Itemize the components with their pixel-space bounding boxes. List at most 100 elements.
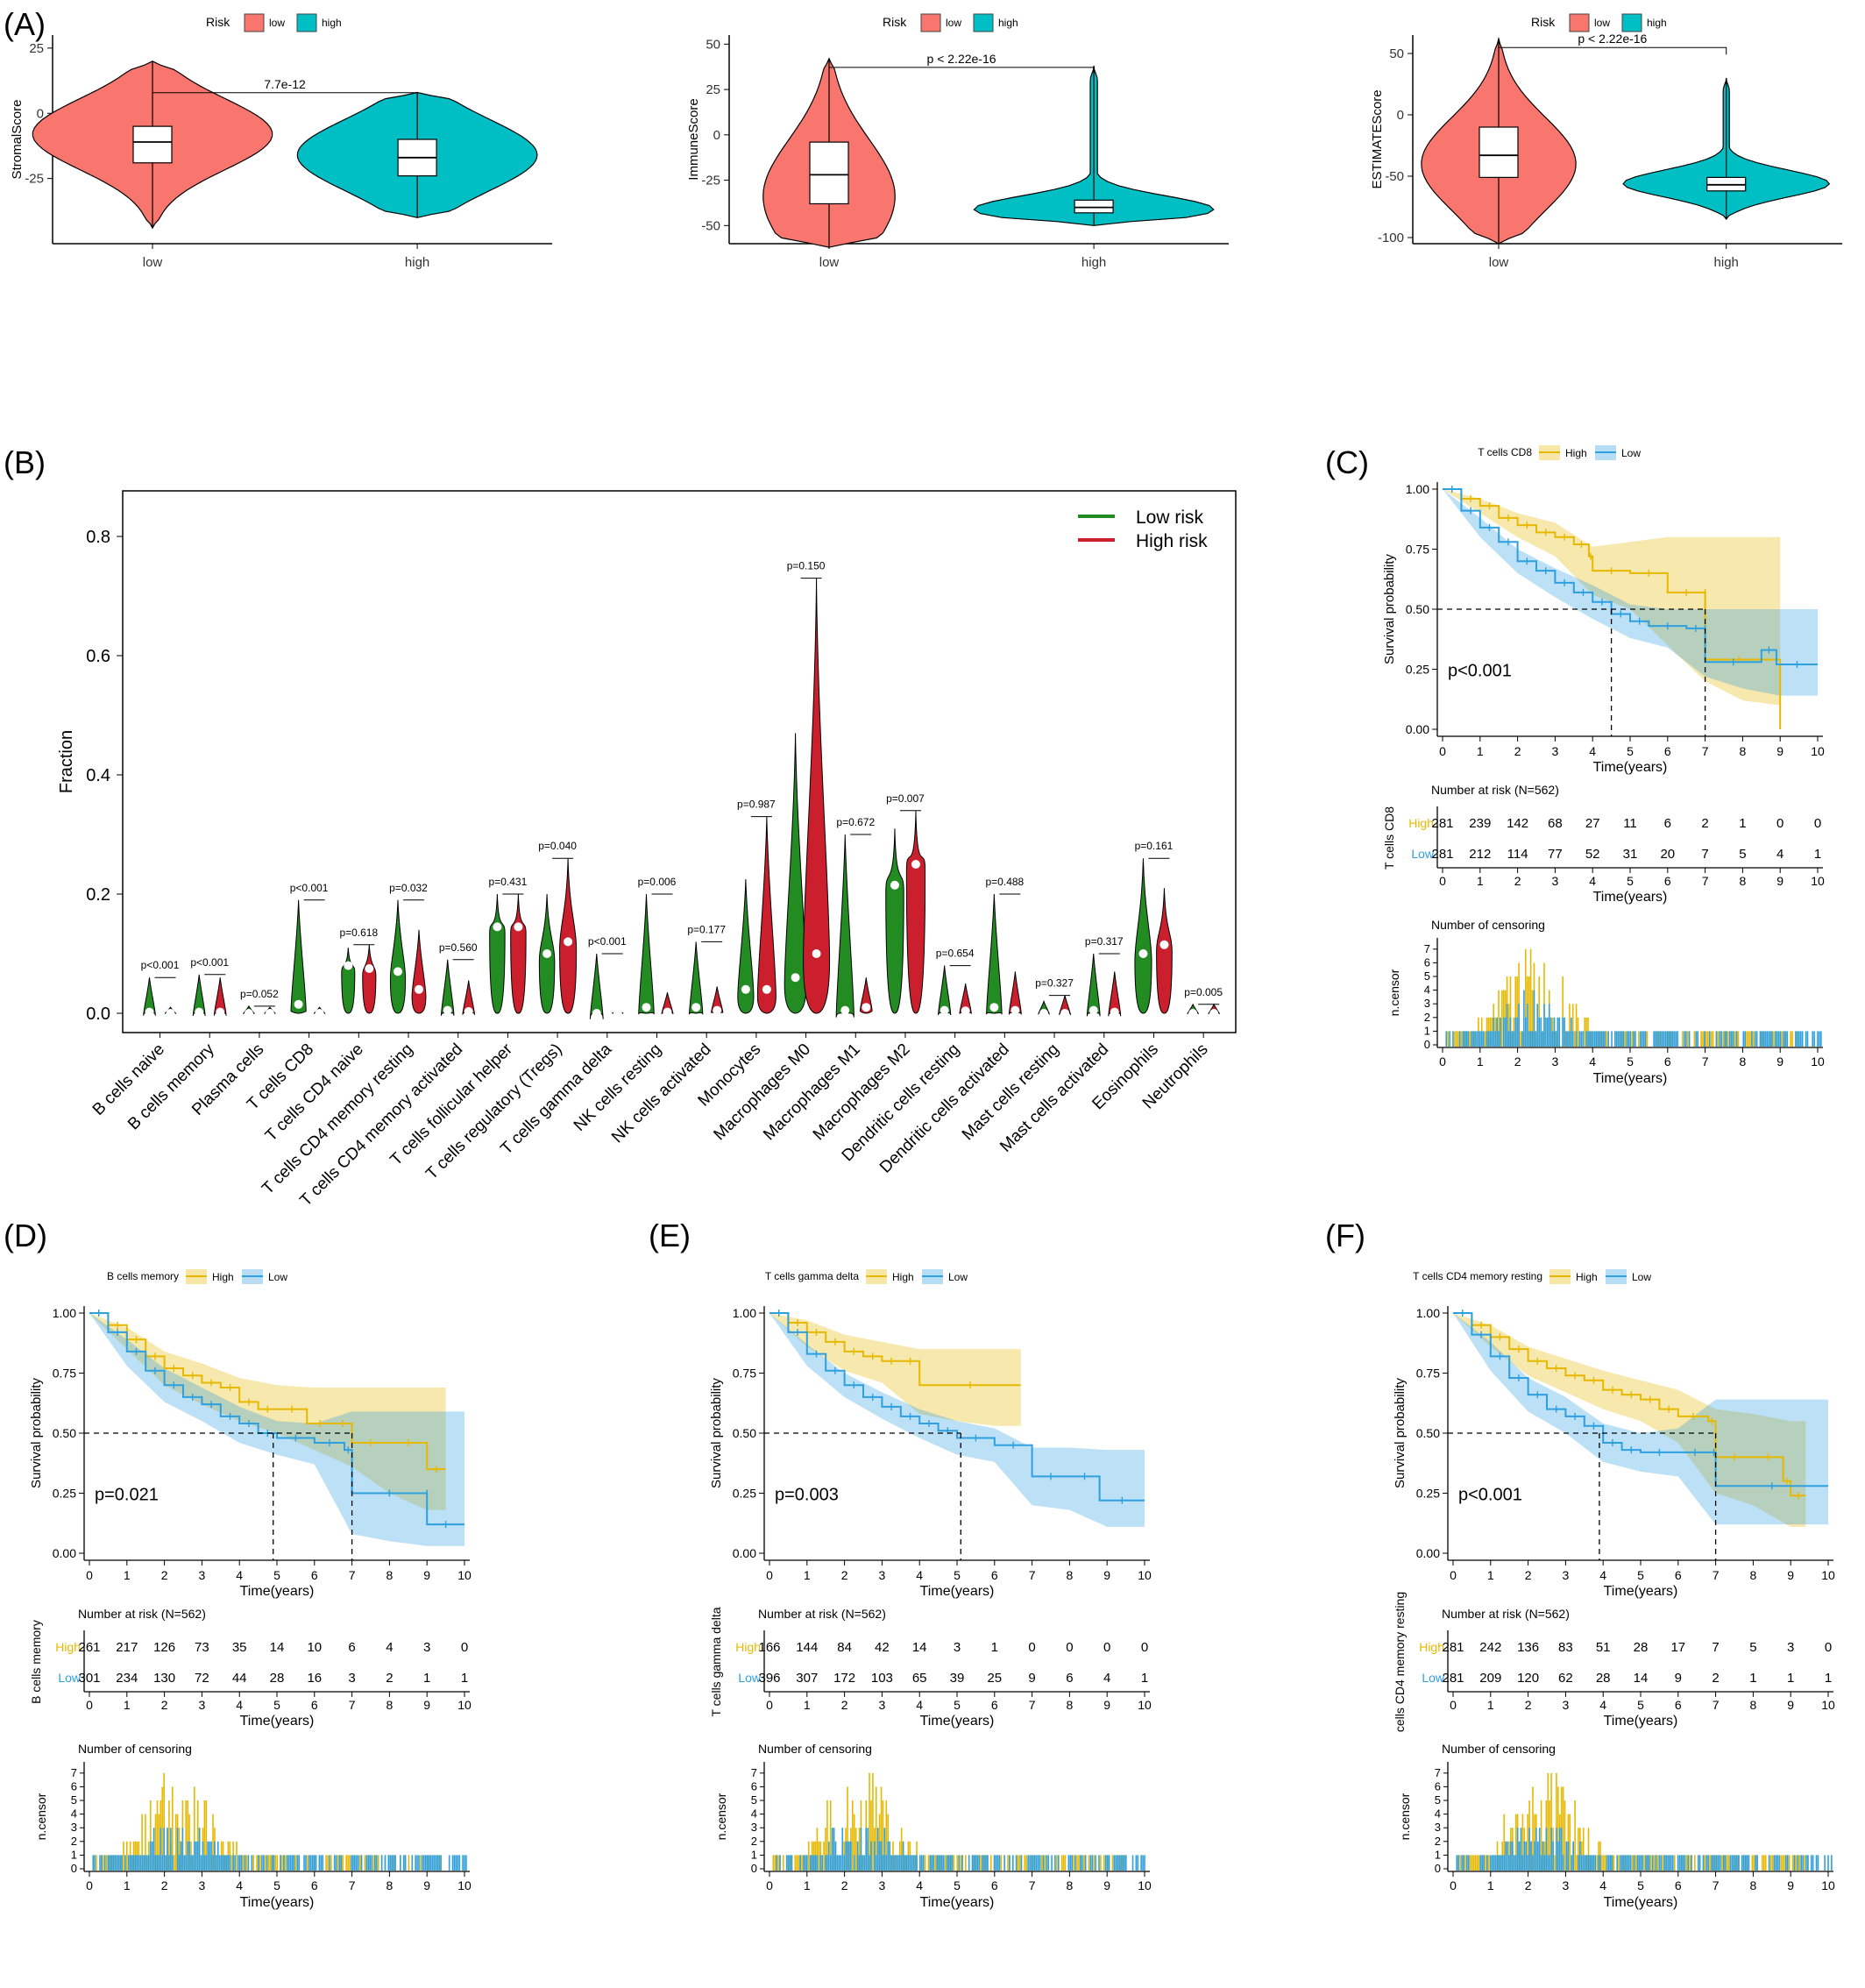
risk-count-low: 234 [116,1671,138,1686]
survival-curve-high [1453,1312,1806,1497]
censor-y-tick-label: 0 [1424,1038,1430,1051]
x-tick-label: 7 [349,1568,356,1582]
y-tick-label: 0.0 [86,1005,110,1024]
risk-x-tick-label: 5 [1627,874,1634,888]
censor-x-tick-label: 1 [1477,1054,1484,1069]
risk-x-tick-label: 10 [1821,1698,1835,1712]
risk-count-low: 7 [1701,847,1708,862]
violin-low-risk-median [294,999,303,1009]
violin-high-risk-median [862,1003,871,1012]
risk-y-axis-label: T cells CD8 [1382,806,1396,870]
panel-d-survival: B cells memory High Low 1.00 0.75 0.50 0.25 0.0… [29,1269,472,1910]
risk-count-low: 25 [987,1671,1002,1686]
risk-count-high: 261 [78,1640,100,1655]
censor-x-tick-label: 9 [423,1878,430,1892]
y-axis-label: ImmuneScore [686,98,701,180]
violin-low-risk-median [642,1003,651,1012]
x-axis-label: Time(years) [1604,1584,1678,1599]
censor-y-tick-label: 2 [71,1835,77,1848]
violin-low-risk [986,893,1003,1015]
censor-x-tick-label: 5 [1627,1054,1634,1069]
y-tick-label: -100 [1378,231,1404,245]
x-tick-label: 0 [1450,1568,1457,1582]
x-tick-label: 7 [1713,1568,1720,1582]
censor-x-tick-label: 8 [386,1878,394,1892]
panel-label-e: (E) [649,1218,691,1253]
legend-title: Risk [1531,15,1556,29]
risk-row-label-low: Low [58,1671,82,1685]
survival-curve-low [769,1312,1145,1502]
x-tick-label: low [819,255,840,270]
risk-count-low: 1 [1814,847,1821,862]
risk-count-low: 209 [1479,1671,1501,1686]
x-tick-label: 10 [1811,744,1825,758]
violin-low-risk [1134,858,1152,1014]
risk-count-high: 0 [1814,816,1821,831]
risk-count-high: 0 [461,1640,468,1655]
y-tick-label: 0.8 [86,528,110,547]
violin-high-risk [1156,888,1173,1014]
legend-swatch-high [296,13,317,32]
legend-label-high: High [212,1271,234,1283]
censor-y-tick-label: 2 [751,1835,757,1848]
censor-x-tick-label: 6 [991,1878,998,1892]
risk-count-low: 44 [232,1671,247,1686]
risk-count-high: 217 [116,1640,138,1655]
y-tick-label: 0.25 [1406,663,1429,677]
risk-x-tick-label: 8 [1067,1698,1074,1712]
censor-y-tick-label: 1 [751,1848,757,1861]
legend-label-high: High [1565,447,1587,459]
censor-x-axis-label: Time(years) [1604,1895,1678,1910]
violin-low-risk-median [691,1003,701,1012]
censor-y-tick-label: 6 [71,1779,77,1793]
risk-y-axis-label: T cells gamma delta [709,1607,723,1716]
censor-y-tick-label: 2 [1435,1835,1441,1848]
censor-x-tick-label: 4 [916,1878,923,1892]
risk-count-high: 51 [1596,1640,1611,1655]
y-tick-label: 0.75 [1416,1367,1440,1381]
pvalue-label: p=0.327 [1035,977,1074,990]
x-tick-label: 7 [1702,744,1709,758]
risk-count-high: 281 [1431,816,1453,831]
censor-y-tick-label: 2 [1424,1011,1430,1024]
violin-high-risk-median [812,949,821,958]
x-tick-label: 10 [1821,1568,1835,1582]
violin-low-risk-median [394,967,403,976]
x-tick-label: 4 [916,1568,923,1582]
x-tick-label: 3 [1563,1568,1570,1582]
risk-count-low: 4 [1103,1671,1110,1686]
violin-low-risk-median [443,1005,452,1015]
censor-x-tick-label: 6 [1675,1878,1682,1892]
censor-x-tick-label: 7 [1029,1878,1036,1892]
x-tick-label: high [405,255,429,270]
x-tick-label: 6 [1675,1568,1682,1582]
risk-row-label-high: High [55,1640,81,1654]
risk-count-high: 42 [875,1640,890,1655]
survival-curve-high [89,1312,446,1471]
risk-table-title: Number at risk (N=562) [1442,1607,1570,1621]
risk-x-tick-label: 1 [1487,1698,1494,1712]
violin-high-risk [803,578,831,1014]
violin-low-risk-median [1089,1005,1098,1015]
risk-x-tick-label: 4 [236,1698,243,1712]
risk-count-high: 281 [1442,1640,1464,1655]
risk-count-low: 1 [423,1671,430,1686]
risk-count-high: 73 [195,1640,209,1655]
violin-high-risk-median [663,1007,672,1017]
y-tick-label: 0.25 [1416,1487,1440,1501]
x-tick-label: 0 [1439,744,1446,758]
x-tick-label: 7 [1029,1568,1036,1582]
legend-label-low: low [946,17,961,29]
risk-count-low: 2 [386,1671,393,1686]
risk-count-low: 39 [950,1671,965,1686]
violin-low-risk [737,878,755,1014]
legend-label-low: Low [268,1271,287,1283]
violin-high-risk [362,944,377,1014]
significance-bracket [828,67,1095,75]
y-tick-label: 0.6 [86,647,110,666]
censor-x-axis-label: Time(years) [1593,1071,1668,1086]
censor-y-tick-label: 7 [1424,942,1430,955]
violin-high-risk-median [713,1005,722,1015]
risk-x-tick-label: 7 [1713,1698,1720,1712]
